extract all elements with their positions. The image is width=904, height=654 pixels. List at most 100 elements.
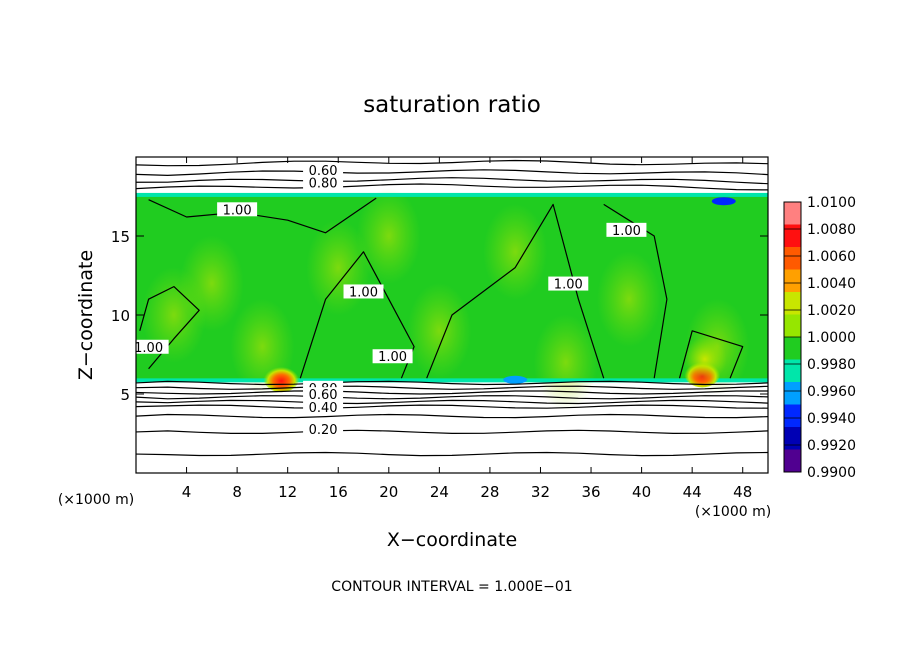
contour-line-1 <box>136 169 768 177</box>
contour-label-0: 0.60 <box>309 164 338 179</box>
colorbar-label-3: 1.0040 <box>807 276 856 292</box>
contour-label-7: 1.00 <box>378 350 407 365</box>
x-tick-label-1: 8 <box>232 483 242 501</box>
colorbar-swatch-6 <box>784 337 801 360</box>
contour-loop-5 <box>139 286 200 370</box>
saturation-field <box>136 188 768 411</box>
colorbar-swatch-9 <box>784 404 801 428</box>
contour-line-12 <box>136 451 768 457</box>
contour-label-4: 1.00 <box>612 224 641 239</box>
contour-label-bg-4 <box>606 222 647 237</box>
contour-label-2: 1.00 <box>223 203 252 218</box>
contour-label-bg-3 <box>343 284 384 299</box>
colorbar-label-5: 1.0000 <box>807 330 856 346</box>
colorbar-swatch-5 <box>784 314 801 338</box>
contour-line-8 <box>136 399 768 405</box>
colorbar-label-10: 0.9900 <box>807 465 856 481</box>
contour-lines <box>136 159 768 457</box>
x-tick-label-5: 24 <box>430 483 449 501</box>
field-patch-7 <box>356 188 421 284</box>
contour-label-9: 0.60 <box>309 388 338 403</box>
field-patch-8 <box>141 267 206 363</box>
contour-line-5 <box>136 385 768 390</box>
colorbar-label-7: 0.9960 <box>807 384 856 400</box>
field-patch-4 <box>483 203 548 300</box>
colorbar-swatch-1 <box>784 224 801 248</box>
contour-label-bg-9 <box>303 387 344 402</box>
chart-title: saturation ratio <box>363 92 541 118</box>
contour-line-3 <box>136 183 768 191</box>
contour-line-4 <box>136 380 768 386</box>
field-hotspot-1 <box>263 364 300 393</box>
field-dry-3 <box>711 197 736 206</box>
x-tick-label-7: 32 <box>531 483 550 501</box>
contour-label-bg-1 <box>303 175 344 190</box>
colorbar-swatch-10 <box>784 427 801 450</box>
x-unit-right: (×1000 m) <box>695 504 771 520</box>
colorbar-swatch-11 <box>784 449 801 473</box>
x-axis-label: X−coordinate <box>387 529 517 551</box>
contour-line-9 <box>136 404 768 409</box>
contour-line-7 <box>136 395 768 400</box>
x-tick-label-4: 20 <box>379 483 398 501</box>
colorbar-swatch-2 <box>784 247 801 270</box>
contour-label-bg-0 <box>303 162 344 177</box>
contour-label-1: 0.80 <box>309 176 338 191</box>
x-tick-label-10: 44 <box>683 483 702 501</box>
contour-loop-2 <box>426 203 605 379</box>
field-dry-4 <box>503 375 528 384</box>
x-tick-label-8: 36 <box>581 483 600 501</box>
contour-label-6: 1.00 <box>134 341 163 356</box>
contour-label-bg-10 <box>303 399 344 414</box>
contour-label-bg-5 <box>548 276 589 291</box>
contour-label-5: 1.00 <box>554 278 583 293</box>
contour-label-bg-2 <box>217 202 258 217</box>
x-tick-label-9: 40 <box>632 483 651 501</box>
colorbar-label-2: 1.0060 <box>807 249 856 265</box>
x-tick-label-0: 4 <box>182 483 192 501</box>
colorbar: 1.0100 1.0080 1.0060 1.0040 1.0020 1.0000 0.99… <box>783 195 856 481</box>
contour-label-3: 1.00 <box>349 285 378 300</box>
contour-line-2 <box>136 177 768 185</box>
colorbar-swatch-7 <box>784 359 801 383</box>
contour-label-10: 0.40 <box>309 401 338 416</box>
contour-line-6 <box>136 390 768 395</box>
colorbar-swatch-0 <box>784 202 801 225</box>
colorbar-swatch-3 <box>784 269 801 293</box>
contour-loop-3 <box>603 203 668 379</box>
field-warm-2 <box>682 337 727 382</box>
colorbar-label-1: 1.0080 <box>807 222 856 238</box>
colorbar-swatch-4 <box>784 292 801 315</box>
y-tick-label-0: 5 <box>120 386 130 404</box>
field-bottom-edge <box>136 378 768 383</box>
x-unit-left: (×1000 m) <box>58 492 134 508</box>
contour-loop-0 <box>148 197 377 234</box>
contour-label-bg-11 <box>303 421 344 436</box>
y-axis-ticks: 5 10 15 <box>111 228 768 404</box>
contour-label-bg-6 <box>128 339 169 354</box>
x-tick-label-3: 16 <box>329 483 348 501</box>
contour-line-0 <box>136 159 768 167</box>
contour-label-bg-7 <box>372 349 413 364</box>
field-patch-5 <box>596 251 661 348</box>
x-axis-ticks: 4 8 12 16 20 24 28 32 36 40 44 48 <box>182 157 752 501</box>
y-tick-label-2: 15 <box>111 228 130 246</box>
colorbar-label-4: 1.0020 <box>807 303 856 319</box>
contour-label-11: 0.20 <box>309 423 338 438</box>
field-top-edge <box>136 192 768 197</box>
contour-interval-note: CONTOUR INTERVAL = 1.000E−01 <box>331 579 572 595</box>
contour-loop-4 <box>678 330 744 379</box>
colorbar-label-6: 0.9980 <box>807 357 856 373</box>
x-tick-label-11: 48 <box>733 483 752 501</box>
contour-line-11 <box>136 429 768 435</box>
contour-labels: 0.600.801.001.001.001.001.001.000.800.60… <box>128 162 647 438</box>
x-tick-label-2: 12 <box>278 483 297 501</box>
x-tick-label-6: 28 <box>480 483 499 501</box>
y-tick-label-1: 10 <box>111 307 130 325</box>
colorbar-label-9: 0.9920 <box>807 438 856 454</box>
colorbar-label-0: 1.0100 <box>807 195 856 211</box>
colorbar-swatch-8 <box>784 382 801 405</box>
contour-line-10 <box>136 413 768 419</box>
colorbar-label-8: 0.9940 <box>807 411 856 427</box>
